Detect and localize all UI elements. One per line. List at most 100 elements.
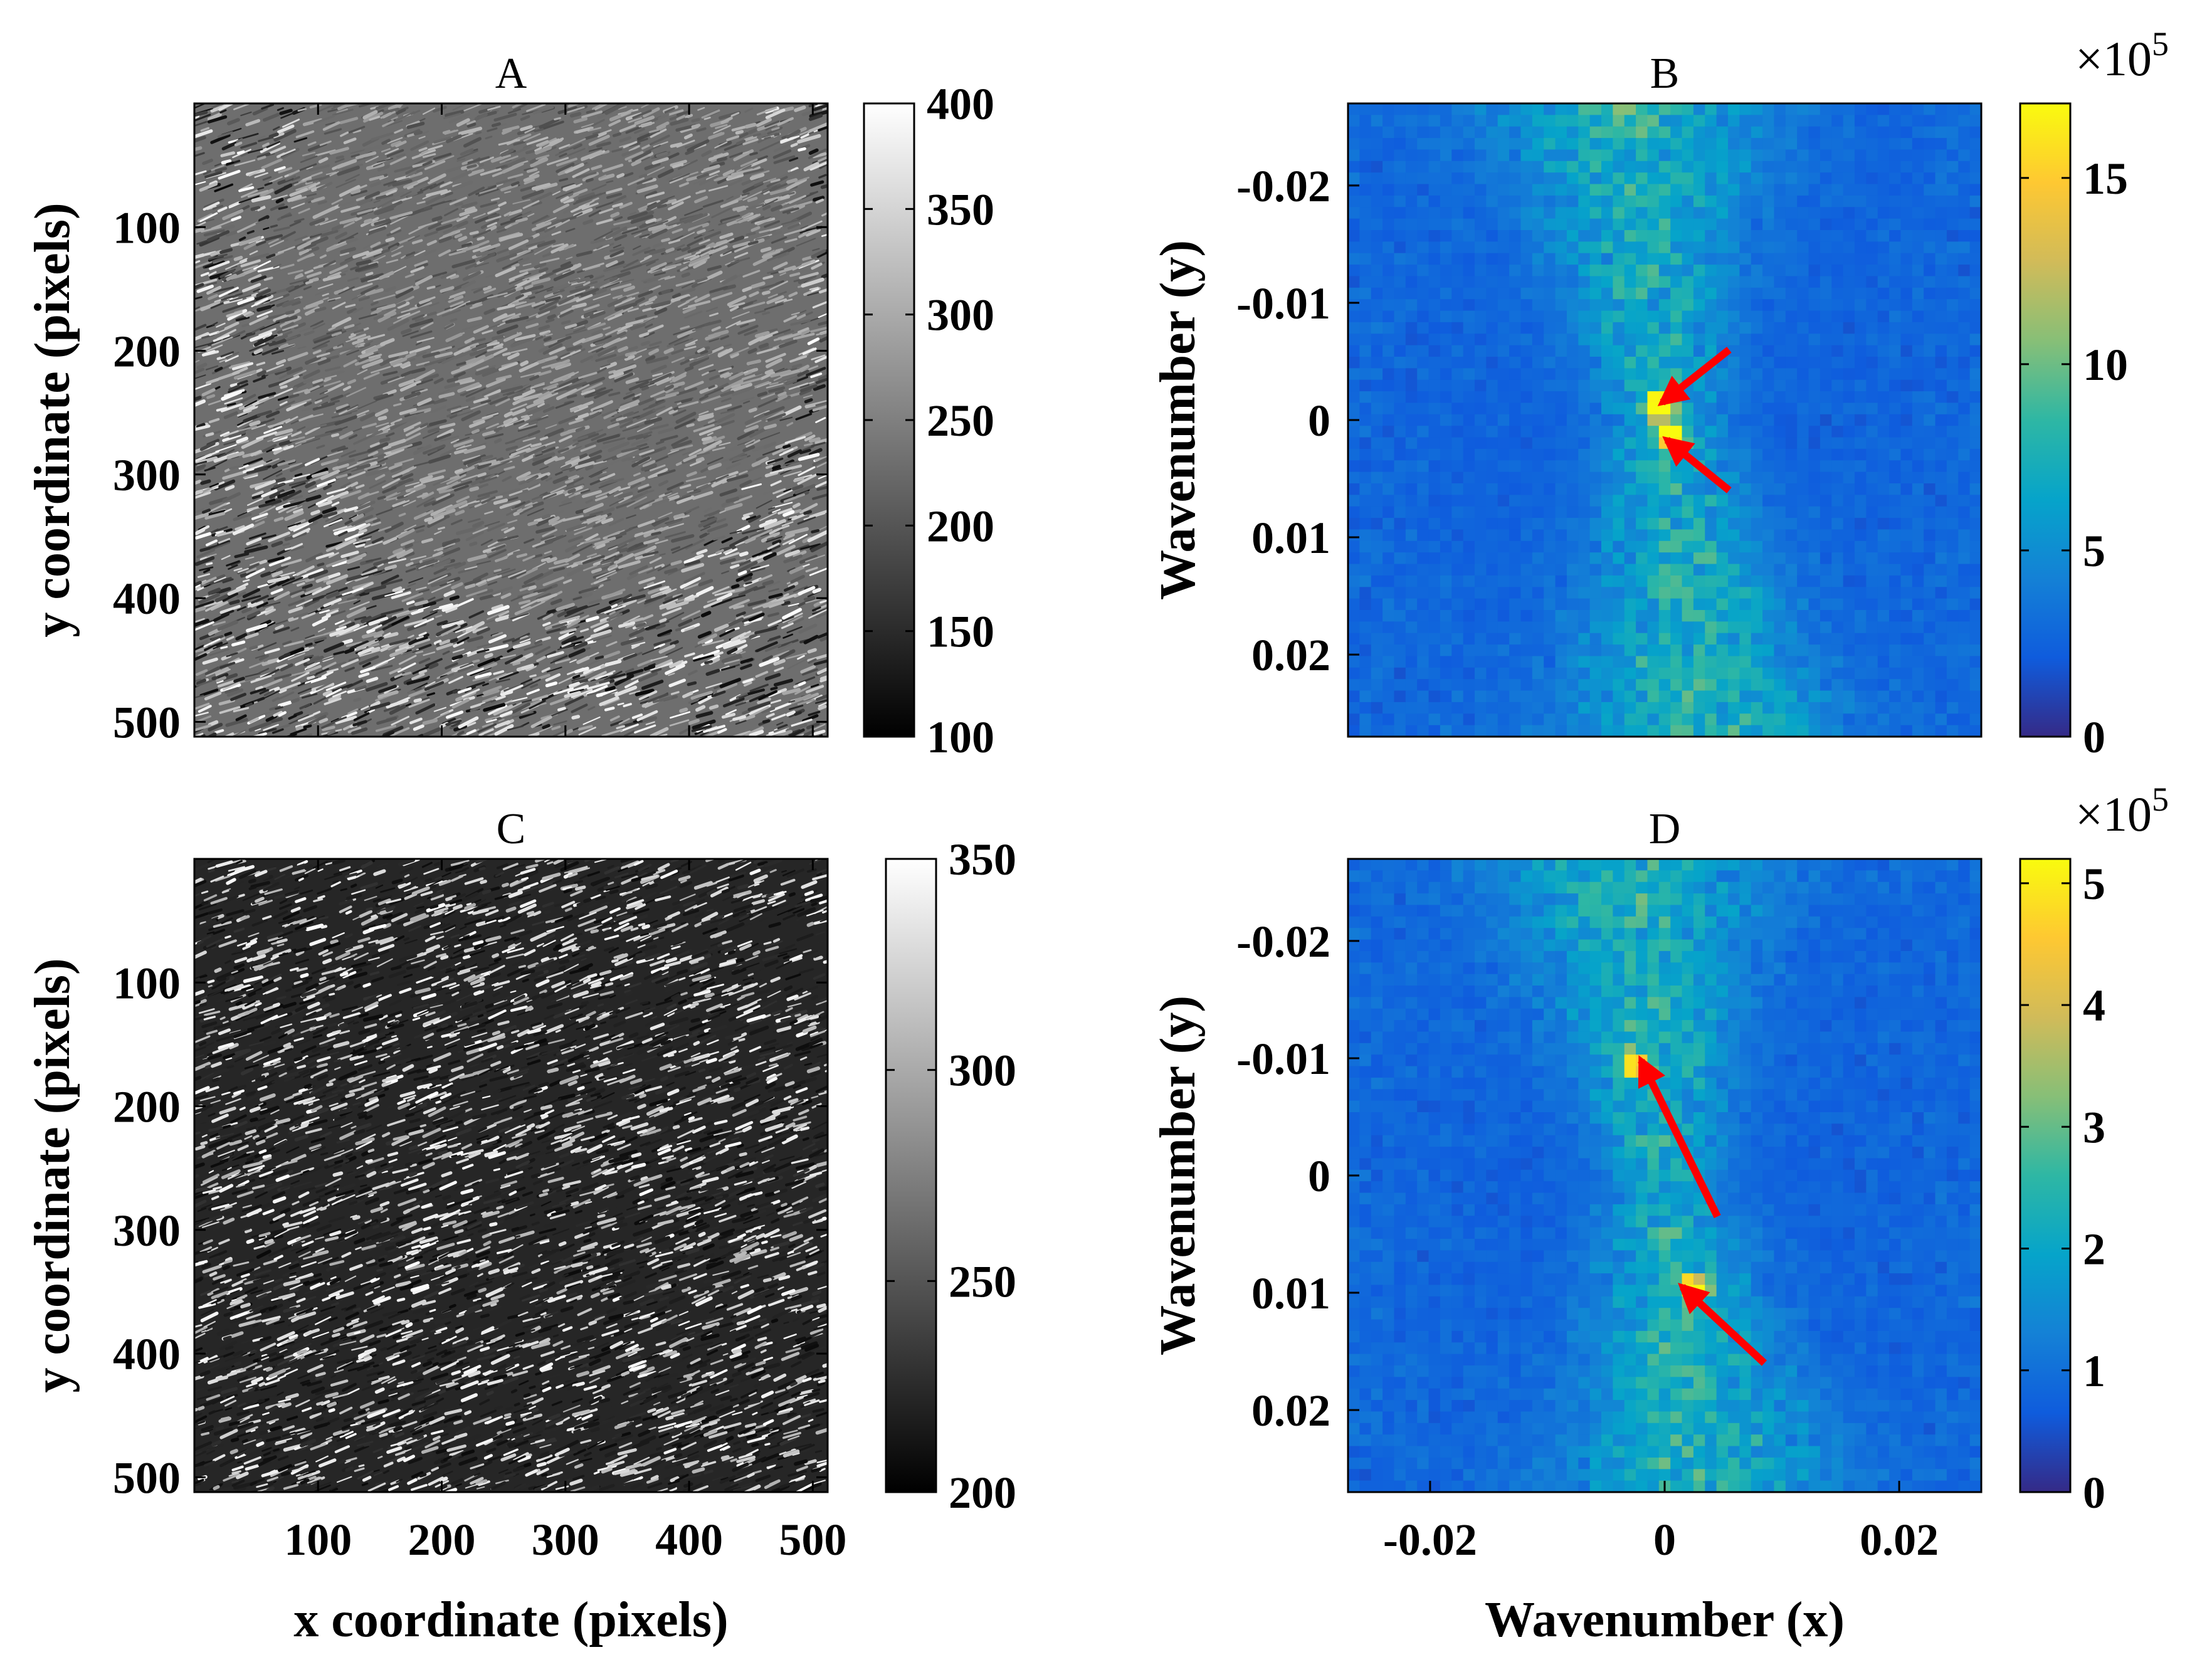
wave-streak	[804, 398, 813, 404]
wave-streak	[510, 403, 527, 411]
wave-streak	[541, 513, 551, 520]
wave-streak	[608, 544, 620, 550]
wave-streak	[681, 272, 690, 278]
wave-streak	[783, 315, 798, 323]
wave-streak	[400, 328, 412, 335]
wave-streak	[249, 561, 260, 566]
wave-streak	[682, 451, 692, 456]
wave-streak	[203, 569, 211, 574]
wave-streak	[551, 725, 561, 730]
wave-streak	[304, 355, 322, 365]
wave-streak	[273, 626, 290, 634]
wave-streak	[739, 480, 752, 488]
wave-streak	[617, 323, 633, 332]
wave-streak	[398, 236, 416, 245]
wave-streak	[681, 282, 694, 289]
wave-streak	[362, 565, 377, 575]
wave-streak	[543, 493, 557, 500]
wave-streak	[493, 438, 502, 444]
wave-streak	[261, 158, 283, 170]
wave-streak	[423, 651, 436, 656]
wave-streak	[642, 460, 656, 468]
wave-streak	[493, 655, 503, 662]
wave-streak	[305, 578, 315, 582]
wave-streak	[531, 221, 552, 231]
wave-streak	[454, 233, 463, 239]
wave-streak	[224, 631, 233, 636]
wave-streak	[208, 720, 219, 727]
wave-streak	[266, 411, 280, 418]
wave-streak	[364, 464, 381, 471]
wave-streak	[371, 251, 392, 262]
wave-streak	[231, 265, 238, 269]
wave-streak	[291, 671, 310, 682]
wave-streak	[204, 641, 223, 651]
wave-streak	[262, 112, 280, 122]
wave-streak	[502, 638, 515, 643]
wave-streak	[808, 122, 828, 134]
wave-streak	[280, 316, 302, 328]
wave-streak	[708, 704, 719, 710]
wave-streak	[318, 628, 325, 633]
wave-streak	[194, 508, 204, 514]
wave-streak	[429, 302, 440, 307]
wave-streak	[337, 166, 360, 176]
wave-streak	[323, 579, 330, 583]
wave-streak	[303, 285, 312, 290]
wave-streak	[326, 591, 340, 599]
wave-streak	[416, 201, 426, 205]
wave-streak	[598, 173, 615, 181]
wave-streak	[396, 153, 406, 158]
wave-streak	[566, 345, 582, 352]
wave-streak	[731, 386, 755, 396]
wave-streak	[749, 291, 759, 298]
wave-streak	[764, 136, 772, 140]
wave-streak	[816, 485, 828, 492]
wave-streak	[527, 520, 539, 527]
wave-streak	[377, 311, 397, 323]
wave-streak	[707, 552, 722, 558]
wave-streak	[750, 281, 766, 289]
wave-streak	[206, 281, 218, 287]
wave-streak	[596, 434, 620, 443]
wave-streak	[292, 473, 310, 480]
wave-streak	[305, 634, 325, 640]
wave-streak	[757, 391, 768, 397]
wave-streak	[394, 166, 413, 173]
wave-streak	[797, 134, 821, 144]
wave-streak	[638, 483, 650, 490]
wave-streak	[635, 434, 649, 440]
wave-streak	[631, 228, 648, 235]
wave-streak	[493, 498, 508, 505]
wave-streak	[789, 272, 801, 277]
wave-streak	[476, 589, 493, 596]
wave-streak	[297, 426, 306, 431]
panel-a-image	[194, 103, 828, 737]
wave-streak	[398, 379, 416, 387]
wave-streak	[245, 118, 261, 127]
wave-streak	[290, 588, 307, 596]
wave-streak	[498, 718, 505, 722]
wave-streak	[487, 581, 498, 586]
wave-streak	[470, 303, 483, 310]
wave-streak	[819, 675, 828, 681]
wave-streak	[505, 315, 529, 324]
wave-streak	[541, 446, 556, 454]
wave-streak	[482, 695, 498, 703]
wave-streak	[722, 125, 738, 132]
wave-streak	[436, 428, 455, 439]
wave-streak	[273, 166, 286, 172]
wave-streak	[525, 555, 542, 563]
wave-streak	[268, 145, 287, 155]
wave-streak	[199, 441, 216, 451]
wave-streak	[697, 633, 718, 645]
wave-streak	[310, 510, 320, 516]
wave-streak	[456, 495, 470, 503]
wave-streak	[688, 171, 698, 176]
wave-streak	[317, 200, 327, 205]
wave-streak	[657, 629, 673, 637]
wave-streak	[594, 230, 613, 241]
wave-streak	[315, 712, 329, 719]
wave-streak	[729, 599, 750, 609]
wave-streak	[599, 283, 610, 289]
